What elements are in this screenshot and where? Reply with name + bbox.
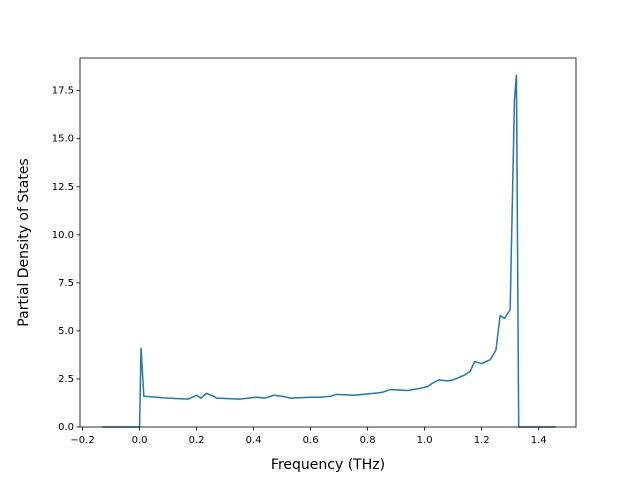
axes-frame xyxy=(79,57,577,428)
y-tick-label: 10.0 xyxy=(52,230,74,241)
y-axis-label: Partial Density of States xyxy=(16,158,32,326)
y-tick-label: 17.5 xyxy=(52,86,74,97)
x-tick-label: 0.2 xyxy=(189,435,205,446)
line-series xyxy=(102,74,556,428)
x-tick-label: 1.0 xyxy=(417,435,433,446)
x-tick-label: 0.4 xyxy=(246,435,262,446)
x-tick-label: −0.2 xyxy=(70,435,94,446)
y-tick-label: 5.0 xyxy=(58,326,74,337)
x-axis-label: Frequency (THz) xyxy=(271,457,385,473)
x-tick-label: 0.8 xyxy=(360,435,376,446)
y-tick-label: 15.0 xyxy=(52,134,74,145)
plot-area xyxy=(80,58,576,427)
y-tick-label: 12.5 xyxy=(52,182,74,193)
x-tick-label: 0.6 xyxy=(303,435,319,446)
x-tick-label: 1.2 xyxy=(474,435,490,446)
y-tick-label: 0.0 xyxy=(58,422,74,433)
x-tick-label: 0.0 xyxy=(132,435,148,446)
x-tick-label: 1.4 xyxy=(531,435,547,446)
y-tick-label: 7.5 xyxy=(58,278,74,289)
y-tick-label: 2.5 xyxy=(58,374,74,385)
